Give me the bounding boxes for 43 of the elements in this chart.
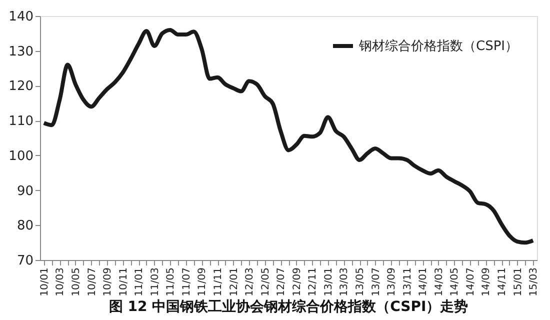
x-tick-label: 11/01 (134, 268, 146, 296)
y-tick-label: 100 (8, 148, 34, 164)
x-tick-label: 13/09 (386, 268, 398, 296)
x-tick-label: 12/05 (260, 268, 272, 296)
text: 图 12 中国钢铁工业协会钢材综合价格指数（CSPI）走势 (108, 298, 468, 315)
y-tick-label: 70 (16, 254, 34, 268)
x-tick-label: 13/11 (402, 268, 414, 296)
legend-label: 钢材综合价格指数（CSPI） (358, 39, 518, 54)
x-tick-label: 14/05 (450, 268, 461, 296)
x-tick-label: 14/07 (465, 268, 476, 296)
x-tick-label: 15/01 (512, 268, 524, 296)
x-tick-label: 11/05 (166, 268, 177, 296)
x-tick-label: 14/11 (497, 268, 508, 296)
x-tick-label: 10/09 (102, 268, 114, 296)
line-series (42, 28, 536, 245)
x-tick-label: 12/09 (292, 268, 303, 296)
x-tick-label: 11/07 (181, 268, 192, 296)
x-tick-label: 12/11 (308, 268, 319, 296)
x-tick-label: 13/05 (355, 268, 366, 296)
x-tick-label: 10/07 (86, 268, 98, 296)
x-tick-label: 10/11 (118, 268, 130, 296)
x-tick-label: 13/03 (339, 268, 350, 296)
x-tick-label: 10/01 (39, 268, 50, 296)
y-tick-label: 80 (16, 218, 34, 234)
x-tick-label: 14/03 (434, 268, 445, 296)
x-tick-label: 11/11 (213, 268, 224, 296)
x-tick-label: 10/03 (55, 268, 66, 296)
x-tick-label: 10/05 (71, 268, 82, 296)
x-tick-label: 13/01 (323, 268, 334, 296)
x-tick-label: 13/07 (370, 268, 382, 296)
y-tick-label: 120 (8, 79, 34, 94)
x-tick-label: 14/09 (481, 268, 492, 296)
x-tick-label: 15/03 (528, 268, 540, 296)
x-tick-label: 11/03 (150, 268, 161, 296)
x-tick-label: 12/01 (228, 268, 240, 296)
x-tick-label: 12/07 (276, 268, 288, 296)
y-tick-label: 110 (8, 114, 34, 130)
x-tick-label: 11/09 (197, 268, 208, 296)
y-tick-label: 90 (16, 184, 34, 199)
x-tick-label: 14/01 (418, 268, 430, 296)
y-tick-label: 130 (8, 44, 34, 60)
y-tick-label: 140 (8, 10, 34, 24)
x-tick-label: 12/03 (244, 268, 256, 296)
